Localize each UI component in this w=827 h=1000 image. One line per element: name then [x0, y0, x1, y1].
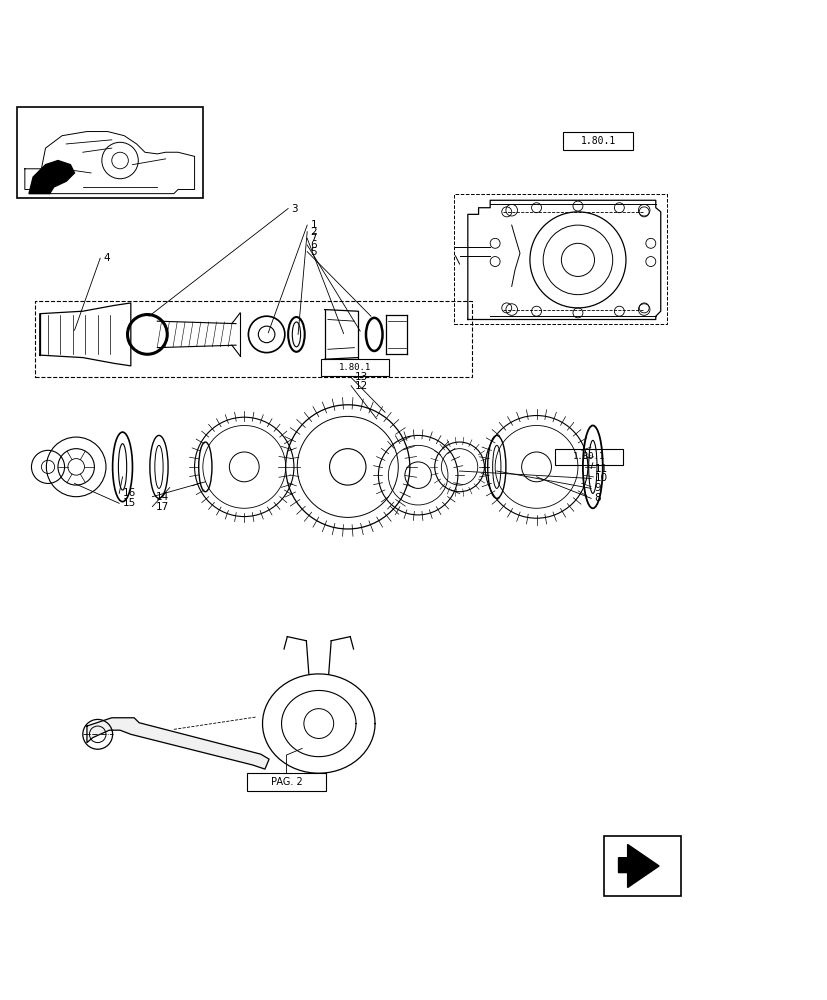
Text: 1: 1 [310, 220, 317, 230]
Bar [453, 194, 667, 324]
Text: 2: 2 [310, 227, 317, 237]
Text: 4: 4 [103, 253, 110, 263]
Text: 17: 17 [155, 502, 169, 512]
Polygon shape [618, 844, 658, 888]
Bar [17, 107, 203, 198]
Text: 11: 11 [594, 464, 607, 474]
Text: 7: 7 [310, 233, 317, 243]
Polygon shape [87, 718, 269, 769]
Text: 8: 8 [594, 493, 600, 503]
Text: 1.80.1: 1.80.1 [572, 452, 604, 461]
Bar [554, 449, 622, 465]
Text: 1.80.1: 1.80.1 [339, 363, 370, 372]
Text: 16: 16 [122, 488, 136, 498]
Text: 12: 12 [354, 381, 367, 391]
Polygon shape [29, 161, 74, 194]
Text: 1.80.1: 1.80.1 [580, 136, 615, 146]
Text: PAG. 2: PAG. 2 [270, 777, 302, 787]
Bar [321, 359, 389, 376]
Text: 15: 15 [122, 498, 136, 508]
Text: 6: 6 [310, 240, 317, 250]
Bar [246, 773, 326, 791]
Text: 10: 10 [594, 473, 607, 483]
Text: 14: 14 [155, 492, 169, 502]
Bar [35, 301, 471, 377]
Text: 3: 3 [291, 204, 298, 214]
Bar [604, 836, 680, 896]
Text: 13: 13 [354, 372, 367, 382]
Bar [562, 132, 633, 150]
Text: 9: 9 [594, 483, 600, 493]
Text: 5: 5 [310, 247, 317, 257]
